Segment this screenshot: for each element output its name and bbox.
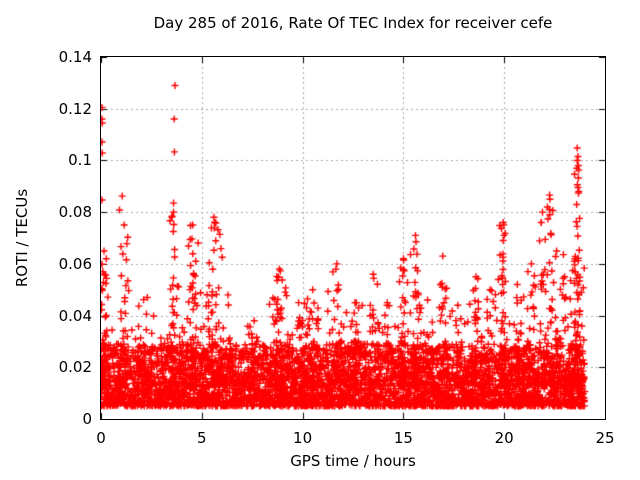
y-tick-label: 0.12 [58, 99, 92, 118]
x-tick-label: 15 [393, 429, 413, 447]
y-tick-label: 0 [82, 410, 92, 428]
x-tick-label: 25 [595, 429, 615, 447]
y-tick-label: 0.1 [68, 151, 92, 170]
x-tick-label: 5 [197, 429, 207, 447]
chart-title: Day 285 of 2016, Rate Of TEC Index for r… [153, 14, 553, 32]
x-tick-label: 10 [293, 429, 313, 447]
x-tick-label: 0 [96, 429, 106, 447]
y-tick-label: 0.14 [58, 48, 92, 66]
y-tick-label: 0.08 [58, 203, 92, 222]
y-tick-label: 0.04 [58, 306, 92, 325]
x-tick-label: 20 [494, 429, 514, 447]
y-tick-label: 0.02 [58, 358, 92, 377]
x-axis-label: GPS time / hours [290, 452, 416, 470]
y-tick-label: 0.06 [58, 254, 92, 273]
plot-area [100, 56, 606, 420]
scatter-canvas [101, 57, 605, 419]
